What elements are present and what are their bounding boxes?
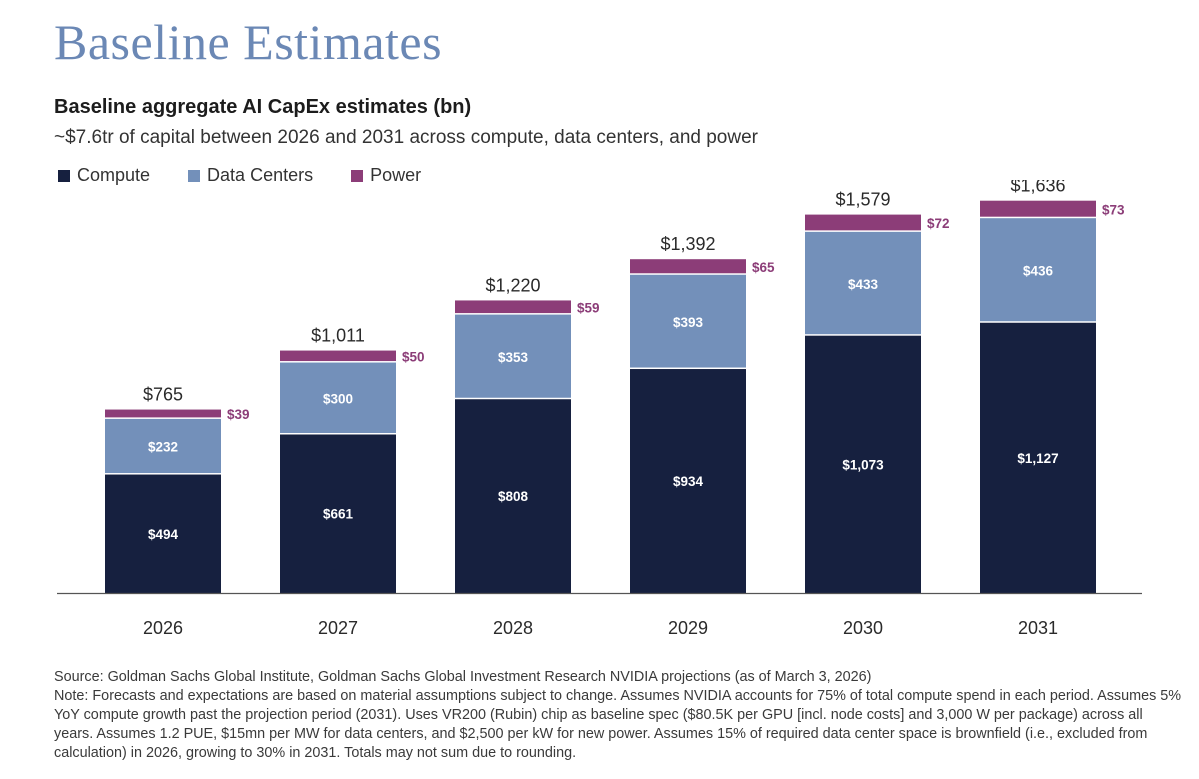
data-label-power-2026: $39	[227, 407, 250, 422]
stacked-bar-chart: $494 $232 $39 $765 2026 $661 $300 $50 $1,011 2027…	[0, 176, 1199, 655]
bar-power-2029	[630, 259, 746, 274]
total-label-2029: $1,392	[660, 234, 715, 254]
data-label-compute-2029: $934	[673, 474, 704, 489]
bar-power-2026	[105, 409, 221, 418]
x-tick-label-2027: 2027	[318, 618, 358, 638]
data-label-power-2028: $59	[577, 301, 600, 316]
bar-compute-2029	[630, 369, 746, 593]
legend-swatch-compute	[58, 169, 70, 182]
bar-power-2028	[455, 300, 571, 314]
chart-subtitle: ~$7.6tr of capital between 2026 and 2031…	[54, 127, 758, 148]
bar-data-centers-2028	[455, 314, 571, 398]
data-label-data-centers-2031: $436	[1023, 263, 1054, 278]
bar-compute-2026	[105, 474, 221, 593]
bar-group-2028: $808 $353 $59 $1,220 2028	[455, 275, 600, 638]
bar-compute-2031	[980, 322, 1096, 593]
assumptions-note: Note: Forecasts and expectations are bas…	[54, 688, 1182, 761]
bar-group-2031: $1,127 $436 $73 $1,636 2031	[980, 176, 1125, 638]
x-tick-label-2026: 2026	[143, 618, 183, 638]
page-heading: Baseline Estimates	[54, 14, 443, 70]
data-label-data-centers-2026: $232	[148, 440, 178, 455]
data-label-compute-2030: $1,073	[842, 457, 884, 472]
chart-plot-area: $494 $232 $39 $765 2026 $661 $300 $50 $1,011 2027…	[57, 176, 1142, 638]
x-tick-label-2029: 2029	[668, 618, 708, 638]
bar-group-2029: $934 $393 $65 $1,392 2029	[630, 234, 775, 638]
data-label-data-centers-2029: $393	[673, 315, 704, 330]
legend-item-power: Power	[351, 165, 421, 186]
total-label-2031: $1,636	[1010, 180, 1065, 196]
data-label-compute-2027: $661	[323, 507, 354, 522]
data-label-power-2029: $65	[752, 260, 775, 275]
bar-compute-2027	[280, 434, 396, 593]
legend-label-compute: Compute	[77, 165, 151, 185]
bar-data-centers-2031	[980, 218, 1096, 322]
total-label-2028: $1,220	[485, 275, 540, 295]
bar-group-2027: $661 $300 $50 $1,011 2027	[280, 326, 425, 638]
data-label-data-centers-2028: $353	[498, 350, 529, 365]
legend-label-data-centers: Data Centers	[207, 165, 314, 185]
total-label-2027: $1,011	[311, 326, 365, 346]
bar-data-centers-2027	[280, 362, 396, 433]
chart-title: Baseline aggregate AI CapEx estimates (b…	[54, 96, 472, 118]
bar-data-centers-2026	[105, 418, 221, 474]
x-tick-label-2028: 2028	[493, 618, 533, 638]
x-tick-label-2031: 2031	[1018, 618, 1058, 638]
bar-compute-2030	[805, 335, 921, 593]
total-label-2030: $1,579	[835, 190, 890, 210]
bar-group-2030: $1,073 $433 $72 $1,579 2030	[805, 190, 950, 638]
data-label-data-centers-2027: $300	[323, 392, 353, 407]
legend-item-compute: Compute	[58, 165, 150, 186]
total-label-2026: $765	[143, 385, 183, 405]
bar-power-2027	[280, 350, 396, 362]
legend-swatch-power	[351, 169, 364, 182]
legend-swatch-data-centers	[188, 169, 201, 182]
data-label-compute-2031: $1,127	[1017, 451, 1058, 466]
data-label-data-centers-2030: $433	[848, 277, 879, 292]
bar-data-centers-2030	[805, 231, 921, 335]
legend-item-data-centers: Data Centers	[188, 165, 313, 186]
data-label-power-2027: $50	[402, 350, 425, 365]
chart-legend: Compute Data Centers Power	[58, 165, 459, 186]
legend-label-power: Power	[370, 165, 422, 185]
data-label-power-2030: $72	[927, 216, 950, 231]
source-note: Source: Goldman Sachs Global Institute, …	[54, 669, 872, 685]
bar-compute-2028	[455, 399, 571, 593]
bar-group-2026: $494 $232 $39 $765 2026	[105, 385, 250, 638]
data-label-power-2031: $73	[1102, 202, 1125, 217]
bar-power-2030	[805, 214, 921, 231]
bar-power-2031	[980, 200, 1096, 217]
x-tick-label-2030: 2030	[843, 618, 883, 638]
data-label-compute-2026: $494	[148, 527, 179, 542]
footnotes: Source: Goldman Sachs Global Institute, …	[54, 668, 1184, 763]
bar-data-centers-2029	[630, 274, 746, 368]
data-label-compute-2028: $808	[498, 489, 529, 504]
